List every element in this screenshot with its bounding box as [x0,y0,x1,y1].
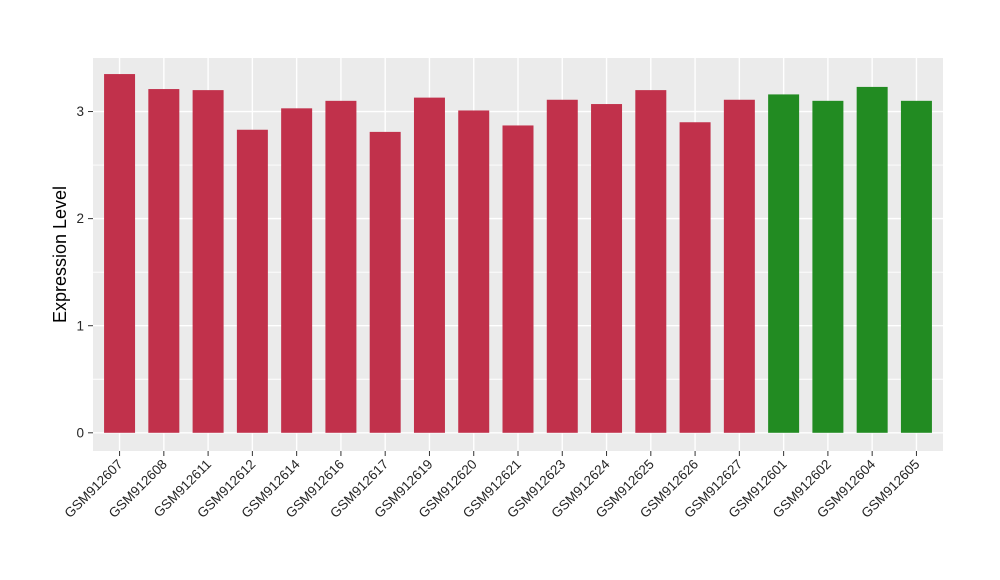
bar-GSM912616 [325,100,357,433]
bar-GSM912605 [900,100,932,433]
bar-GSM912612 [236,129,268,433]
bar-GSM912611 [192,90,224,433]
bar-GSM912625 [635,90,667,433]
bar-GSM912627 [723,99,755,433]
bar-GSM912602 [812,100,844,433]
bar-GSM912601 [768,94,800,433]
bar-GSM912617 [369,131,401,433]
bar-GSM912621 [502,125,534,433]
bar-GSM912623 [546,99,578,433]
bar-GSM912620 [458,110,490,433]
bar-GSM912608 [148,89,180,433]
bar-GSM912626 [679,122,711,433]
bar-GSM912607 [104,74,136,433]
bar-GSM912619 [413,97,445,433]
bar-GSM912604 [856,86,888,433]
y-tick-label: 3 [76,104,84,119]
y-tick-label: 1 [76,318,84,333]
bar-GSM912614 [281,108,313,433]
y-tick-label: 2 [76,211,84,226]
bar-GSM912624 [591,104,623,433]
y-axis-label: Expression Level [50,186,70,323]
y-tick-label: 0 [76,425,84,440]
